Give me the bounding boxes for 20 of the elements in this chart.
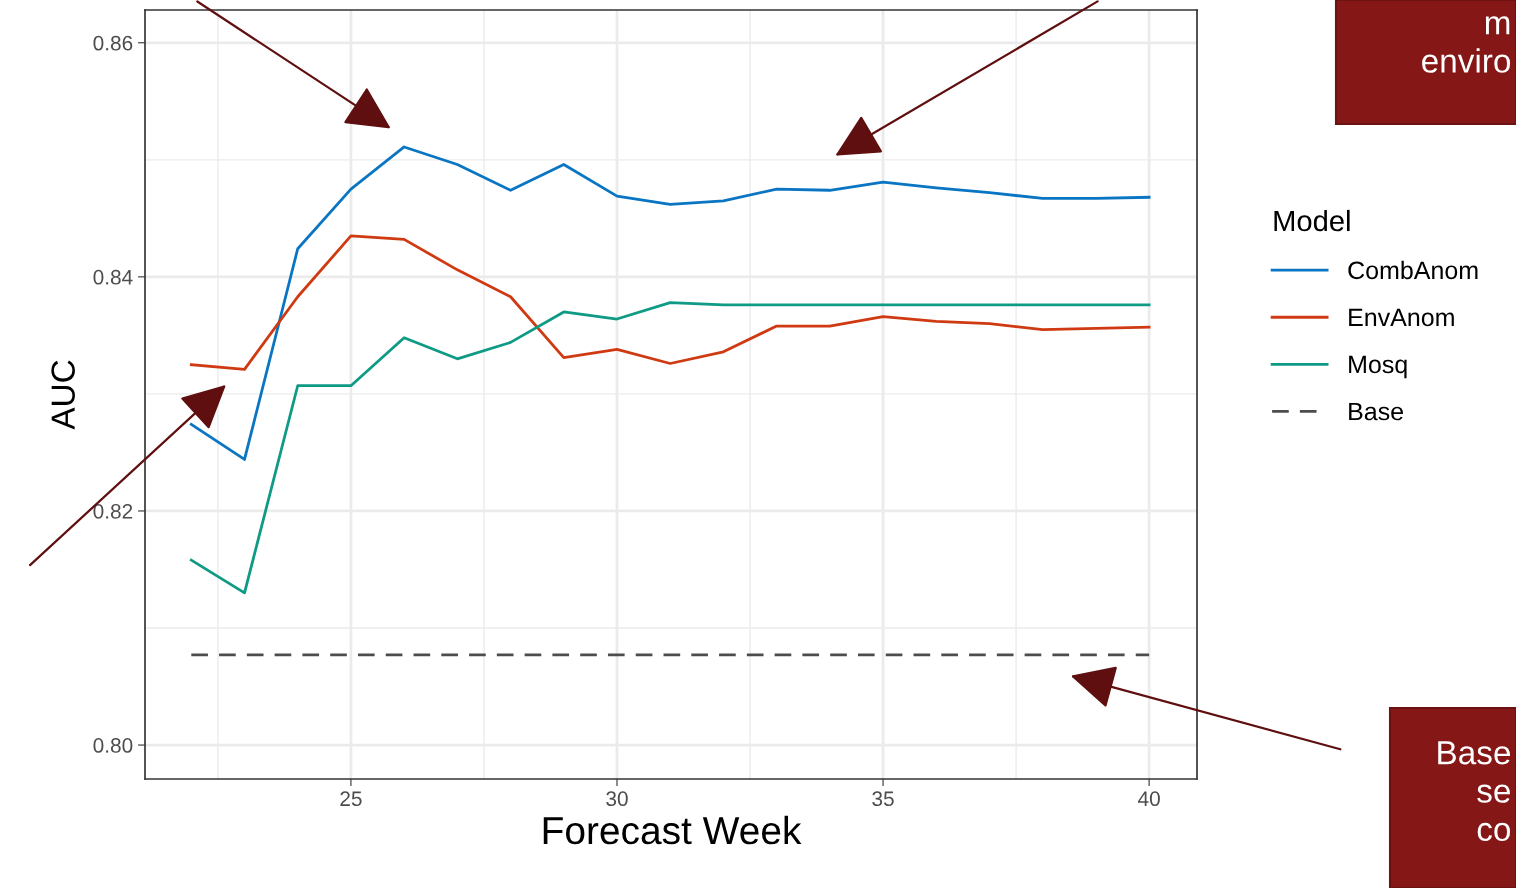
legend-label: CombAnom bbox=[1348, 260, 1478, 280]
line-series bbox=[189, 301, 1151, 595]
line-series bbox=[189, 145, 1151, 461]
text: Base se co bbox=[1438, 741, 1511, 842]
y-tick-label: 0.84 bbox=[93, 269, 133, 285]
legend-label: Mosq bbox=[1349, 355, 1407, 379]
legend-title: Model bbox=[1274, 209, 1350, 232]
x-axis-title: Forecast Week bbox=[543, 815, 802, 845]
y-tick-label: 0.86 bbox=[93, 35, 133, 51]
x-tick-label: 40 bbox=[1138, 791, 1160, 807]
y-axis-title: AUC bbox=[51, 360, 75, 430]
y-tick-label: 0.80 bbox=[93, 738, 133, 753]
x-tick-label: 30 bbox=[606, 791, 628, 807]
legend-label: EnvAnom bbox=[1349, 308, 1454, 327]
text: m enviro bbox=[1422, 16, 1511, 73]
y-tick-label: 0.82 bbox=[93, 503, 133, 519]
x-tick-label: 25 bbox=[340, 791, 362, 807]
x-tick-label: 35 bbox=[872, 791, 894, 807]
legend-label: Base bbox=[1349, 402, 1403, 421]
line-series bbox=[189, 234, 1151, 371]
